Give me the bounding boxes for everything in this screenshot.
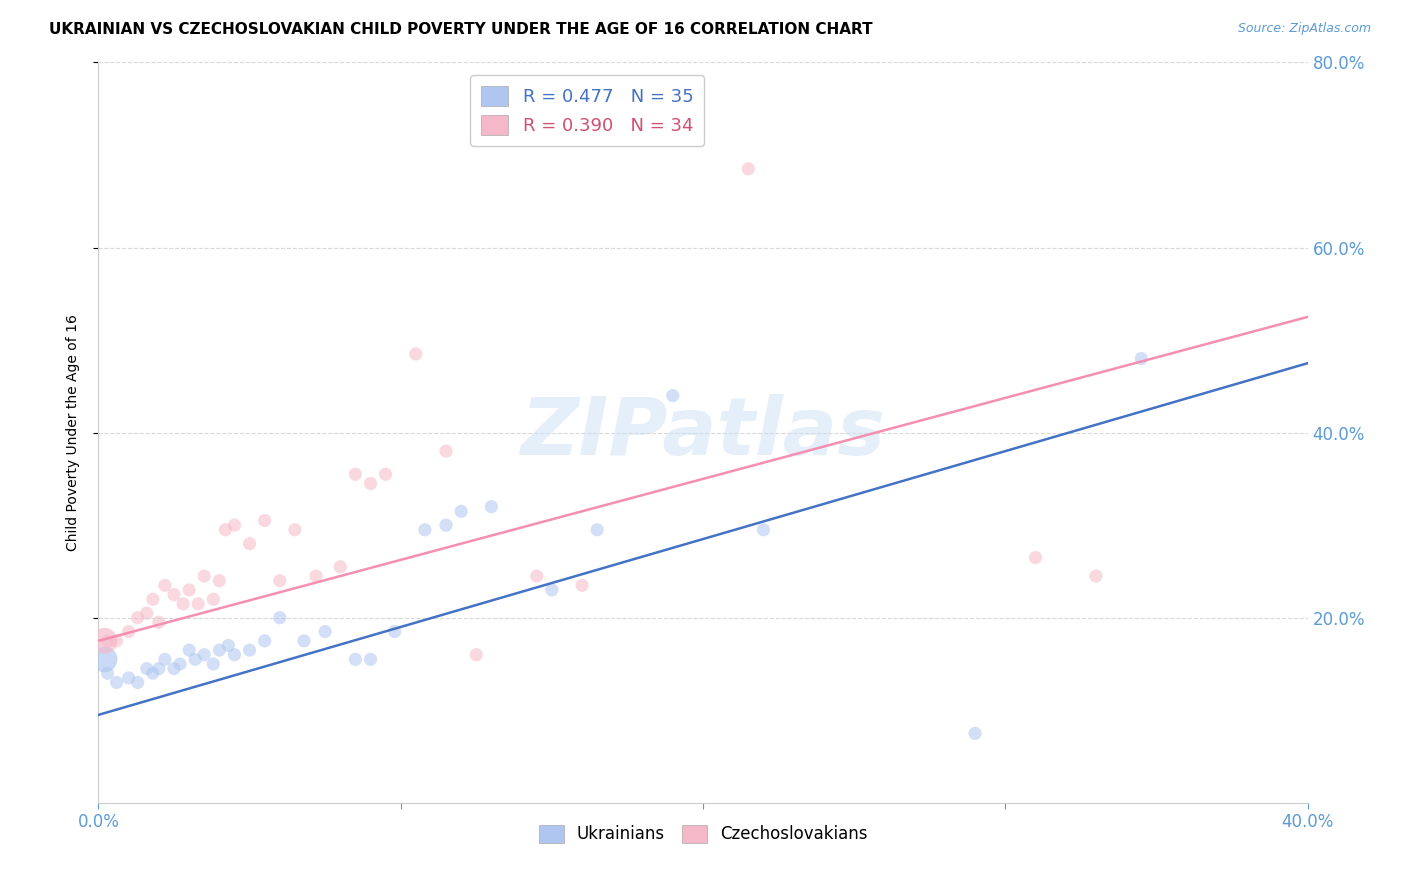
Point <box>118 671 141 685</box>
Point <box>93 633 115 648</box>
Point <box>1024 550 1046 565</box>
Point <box>163 662 186 676</box>
Point <box>526 569 548 583</box>
Point <box>148 662 170 676</box>
Point <box>224 518 246 533</box>
Point <box>208 574 231 588</box>
Point <box>305 569 328 583</box>
Point <box>1130 351 1153 366</box>
Point <box>405 347 427 361</box>
Point <box>450 504 472 518</box>
Y-axis label: Child Poverty Under the Age of 16: Child Poverty Under the Age of 16 <box>66 314 80 551</box>
Point <box>434 518 457 533</box>
Point <box>187 597 209 611</box>
Point <box>96 666 118 681</box>
Point <box>193 648 215 662</box>
Point <box>105 675 128 690</box>
Point <box>142 666 165 681</box>
Point <box>661 388 683 402</box>
Point <box>127 675 149 690</box>
Point <box>540 582 562 597</box>
Point <box>202 592 225 607</box>
Point <box>434 444 457 458</box>
Point <box>214 523 236 537</box>
Point <box>374 467 396 482</box>
Point <box>737 161 759 176</box>
Point <box>752 523 775 537</box>
Point <box>163 588 186 602</box>
Point <box>253 514 276 528</box>
Point <box>135 606 157 620</box>
Point <box>571 578 593 592</box>
Point <box>360 476 382 491</box>
Point <box>96 633 118 648</box>
Point <box>153 652 176 666</box>
Point <box>329 559 352 574</box>
Point <box>202 657 225 671</box>
Point <box>169 657 191 671</box>
Point <box>465 648 488 662</box>
Point <box>135 662 157 676</box>
Point <box>142 592 165 607</box>
Point <box>314 624 336 639</box>
Point <box>481 500 503 514</box>
Point <box>172 597 194 611</box>
Text: UKRAINIAN VS CZECHOSLOVAKIAN CHILD POVERTY UNDER THE AGE OF 16 CORRELATION CHART: UKRAINIAN VS CZECHOSLOVAKIAN CHILD POVER… <box>49 22 873 37</box>
Point <box>344 467 367 482</box>
Point <box>253 633 276 648</box>
Point <box>239 643 262 657</box>
Point <box>384 624 406 639</box>
Point <box>93 652 115 666</box>
Point <box>179 643 201 657</box>
Point <box>284 523 307 537</box>
Point <box>269 610 291 624</box>
Point <box>217 639 239 653</box>
Point <box>292 633 315 648</box>
Point <box>148 615 170 630</box>
Point <box>118 624 141 639</box>
Point <box>127 610 149 624</box>
Text: ZIPatlas: ZIPatlas <box>520 393 886 472</box>
Point <box>208 643 231 657</box>
Point <box>360 652 382 666</box>
Point <box>413 523 436 537</box>
Point <box>239 536 262 550</box>
Text: Source: ZipAtlas.com: Source: ZipAtlas.com <box>1237 22 1371 36</box>
Point <box>965 726 987 740</box>
Point <box>193 569 215 583</box>
Point <box>224 648 246 662</box>
Point <box>1085 569 1108 583</box>
Point <box>179 582 201 597</box>
Point <box>344 652 367 666</box>
Point <box>153 578 176 592</box>
Legend: Ukrainians, Czechoslovakians: Ukrainians, Czechoslovakians <box>531 818 875 850</box>
Point <box>105 633 128 648</box>
Point <box>586 523 609 537</box>
Point <box>184 652 207 666</box>
Point <box>269 574 291 588</box>
